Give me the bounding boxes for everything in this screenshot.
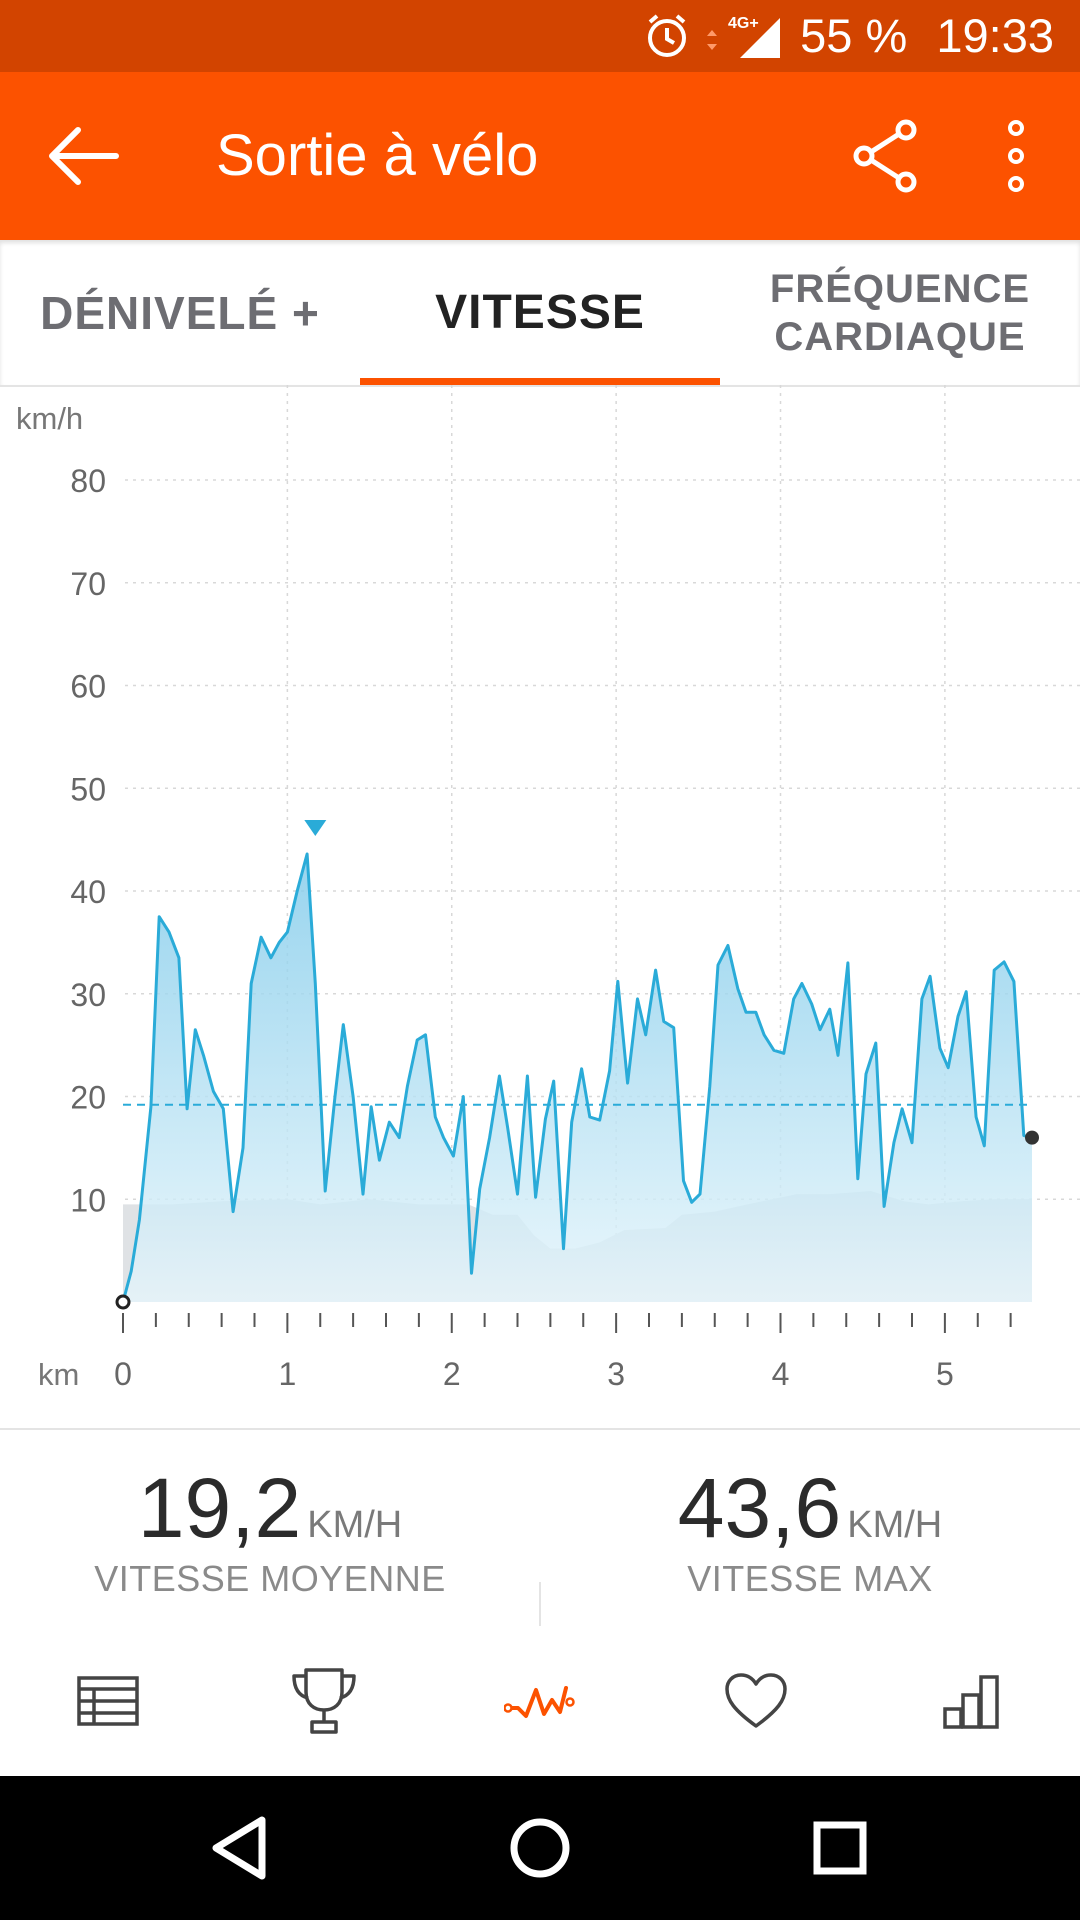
- speed-chart[interactable]: 10 20 30 40 50 60 70 80 km/h km 0 1 2 3 4 5: [0, 385, 1080, 1428]
- signal-icon: [740, 18, 780, 58]
- share-button[interactable]: [848, 116, 928, 196]
- stat-value-row: 19,2 KM/H: [0, 1460, 540, 1557]
- status-bar: 4G+ 55 % 19:33: [0, 0, 1080, 72]
- more-vert-icon: [1008, 120, 1024, 192]
- nav-stats[interactable]: [864, 1626, 1080, 1776]
- stat-label: VITESSE MOYENNE: [94, 1558, 446, 1599]
- stat-value: 43,6: [677, 1461, 842, 1555]
- tab-label-line1: FRÉQUENCE: [769, 266, 1031, 311]
- y-tick-label: 10: [70, 1182, 106, 1218]
- end-marker: [1025, 1130, 1039, 1145]
- alarm-icon: [648, 14, 686, 57]
- network-arrows-icon: [707, 30, 717, 50]
- nav-achievements[interactable]: [216, 1626, 432, 1776]
- heart-icon: [725, 1673, 787, 1728]
- stat-unit: KM/H: [847, 1504, 943, 1546]
- nav-overview[interactable]: [0, 1626, 216, 1776]
- y-tick-label: 30: [70, 977, 106, 1013]
- table-icon: [77, 1676, 139, 1726]
- tab-label: DÉNIVELÉ +: [40, 286, 320, 339]
- home-circle-icon: [510, 1818, 570, 1878]
- nav-analysis[interactable]: [432, 1626, 648, 1776]
- tab-label-line2: CARDIAQUE: [774, 314, 1026, 359]
- tab-elevation[interactable]: DÉNIVELÉ +: [0, 240, 360, 385]
- stats-panel: 19,2 KM/H VITESSE MOYENNE 43,6 KM/H VITESS…: [0, 1428, 1080, 1630]
- y-tick-label: 40: [70, 874, 106, 910]
- more-options-button[interactable]: [976, 116, 1056, 196]
- stat-value: 19,2: [137, 1461, 302, 1555]
- page-title: Sortie à vélo: [216, 123, 539, 188]
- tab-label: VITESSE: [435, 286, 645, 339]
- x-axis-label: km: [38, 1357, 79, 1392]
- speed-chart-svg: 10 20 30 40 50 60 70 80 km/h km 0 1 2 3 4 5: [16, 385, 1080, 1392]
- tab-heart-rate[interactable]: FRÉQUENCE CARDIAQUE: [720, 240, 1080, 385]
- back-triangle-icon: [212, 1816, 266, 1880]
- x-tick-label: 1: [278, 1356, 296, 1392]
- system-back-button[interactable]: [190, 1798, 290, 1898]
- network-type-label: 4G+: [728, 15, 759, 32]
- y-tick-label: 20: [70, 1080, 106, 1116]
- app-bar: Sortie à vélo: [0, 72, 1080, 240]
- tab-label-multiline: FRÉQUENCE CARDIAQUE: [760, 265, 1040, 361]
- speed-line: [121, 852, 1033, 1303]
- back-arrow-icon: [49, 127, 119, 185]
- clock-text: 19:33: [936, 9, 1054, 62]
- selected-tab-indicator: [360, 378, 720, 385]
- metric-tabs: DÉNIVELÉ + VITESSE FRÉQUENCE CARDIAQUE: [0, 240, 1080, 387]
- y-axis-label: km/h: [16, 401, 83, 436]
- nav-heart[interactable]: [648, 1626, 864, 1776]
- x-tick-label: 4: [772, 1356, 790, 1392]
- bottom-nav: [0, 1626, 1080, 1776]
- max-speed-marker: [304, 820, 327, 837]
- max-speed-stat: 43,6 KM/H VITESSE MAX: [540, 1430, 1080, 1628]
- share-icon: [853, 119, 917, 193]
- system-home-button[interactable]: [490, 1798, 590, 1898]
- status-right: 55 % 19:33: [784, 8, 1054, 64]
- x-tick-label: 5: [936, 1356, 954, 1392]
- x-tick-label: 3: [607, 1356, 625, 1392]
- bar-chart-icon: [943, 1675, 999, 1729]
- stat-unit: KM/H: [307, 1504, 403, 1546]
- battery-text: 55 %: [800, 9, 908, 62]
- average-speed-stat: 19,2 KM/H VITESSE MOYENNE: [0, 1430, 540, 1628]
- recents-square-icon: [813, 1821, 867, 1875]
- start-marker: [115, 1294, 131, 1310]
- stats-divider: [539, 1582, 541, 1628]
- stat-label: VITESSE MAX: [687, 1558, 933, 1599]
- y-tick-label: 70: [70, 566, 106, 602]
- speed-area: [123, 854, 1032, 1302]
- x-tick-label: 0: [114, 1356, 132, 1392]
- back-button[interactable]: [44, 116, 124, 196]
- y-tick-label: 80: [70, 463, 106, 499]
- x-tick-label: 2: [443, 1356, 461, 1392]
- trophy-icon: [292, 1668, 356, 1734]
- system-nav-bar: [0, 1776, 1080, 1920]
- y-tick-label: 60: [70, 669, 106, 705]
- stat-value-row: 43,6 KM/H: [540, 1460, 1080, 1557]
- y-tick-label: 50: [70, 771, 106, 807]
- analysis-line-icon: [504, 1686, 575, 1718]
- system-recents-button[interactable]: [790, 1798, 890, 1898]
- status-icons: 4G+: [640, 10, 800, 62]
- tab-speed[interactable]: VITESSE: [360, 240, 720, 385]
